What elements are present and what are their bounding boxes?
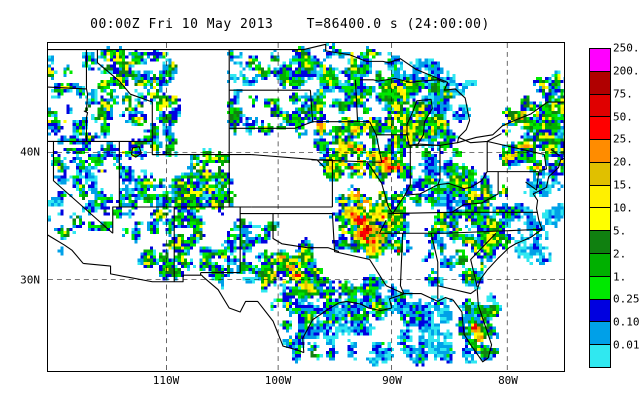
boundary-line-36	[392, 145, 411, 214]
boundary-line-44	[541, 154, 548, 171]
boundary-line-33	[354, 79, 359, 122]
boundary-line-28	[367, 162, 394, 214]
boundary-line-4	[48, 43, 564, 144]
colorbar-segment-13	[590, 345, 610, 367]
boundary-line-41	[463, 141, 488, 190]
boundary-line-21	[229, 121, 313, 129]
boundary-line-59	[437, 285, 477, 295]
boundary-line-42	[487, 140, 545, 156]
y-axis-label-1: 30N	[20, 273, 40, 287]
x-axis-label-2: 90W	[382, 374, 402, 387]
boundary-line-58	[399, 233, 405, 294]
boundary-line-39	[417, 142, 458, 146]
boundary-line-17	[200, 49, 241, 274]
precipitation-field	[48, 43, 564, 367]
boundary-line-6	[359, 77, 445, 83]
colorbar-segment-3	[590, 117, 610, 141]
colorbar-tick-6: 15.	[613, 178, 633, 192]
colorbar-tick-1: 200.	[613, 64, 640, 78]
figure-title: 00:00Z Fri 10 May 2013 T=86400.0 s (24:0…	[90, 17, 490, 32]
colorbar-segment-6	[590, 185, 610, 209]
colorbar	[589, 48, 611, 368]
colorbar-segment-9	[590, 254, 610, 277]
colorbar-segment-5	[590, 162, 610, 186]
colorbar-segment-8	[590, 231, 610, 255]
boundary-line-3	[476, 157, 564, 359]
map-plot-area	[47, 42, 565, 372]
boundary-line-7	[458, 133, 502, 144]
boundary-line-22	[251, 153, 326, 169]
boundary-line-31	[311, 159, 382, 163]
colorbar-tick-7: 10.	[613, 201, 633, 215]
colorbar-tick-11: 0.25	[613, 292, 640, 306]
boundary-line-16	[96, 49, 153, 103]
boundary-line-57	[430, 233, 439, 299]
colorbar-segment-11	[590, 299, 610, 323]
boundary-line-26	[331, 213, 404, 295]
boundary-line-0	[48, 234, 84, 264]
boundary-line-54	[445, 228, 543, 234]
colorbar-segment-1	[590, 71, 610, 95]
boundary-line-60	[470, 232, 497, 288]
x-axis-label-0: 110W	[152, 374, 180, 387]
colorbar-tick-13: 0.01	[613, 338, 640, 352]
boundary-line-29	[309, 90, 314, 122]
boundary-line-45	[550, 148, 560, 157]
colorbar-segment-2	[590, 94, 610, 118]
boundary-line-56	[388, 211, 453, 215]
colorbar-tick-8: 5.	[613, 224, 627, 238]
boundary-line-12	[52, 141, 114, 234]
boundary-line-1	[83, 262, 305, 354]
colorbar-tick-3: 50.	[613, 110, 633, 124]
colorbar-tick-2: 75.	[613, 87, 633, 101]
boundary-line-52	[451, 171, 499, 213]
boundary-line-13	[112, 141, 120, 234]
colorbar-segment-10	[590, 276, 610, 300]
colorbar-tick-9: 2.	[613, 247, 627, 261]
x-axis-label-3: 80W	[498, 374, 518, 387]
political-boundaries	[48, 43, 564, 363]
colorbar-tick-10: 1.	[613, 270, 627, 284]
colorbar-tick-0: 250.	[613, 41, 640, 55]
boundary-line-61	[525, 171, 540, 191]
map-canvas	[48, 43, 564, 371]
colorbar-segment-0	[590, 49, 610, 72]
colorbar-tick-4: 25.	[613, 132, 633, 146]
boundary-line-8	[130, 146, 142, 158]
colorbar-segment-4	[590, 140, 610, 163]
colorbar-segment-12	[590, 322, 610, 346]
colorbar-tick-12: 0.10	[613, 315, 640, 329]
boundary-line-55	[378, 219, 446, 234]
boundary-line-14	[119, 206, 175, 282]
boundary-line-5	[406, 98, 433, 146]
boundary-line-2	[302, 293, 489, 363]
colorbar-segment-7	[590, 208, 610, 232]
boundary-line-25	[240, 213, 340, 253]
boundary-line-40	[437, 182, 465, 190]
y-axis-label-0: 40N	[20, 145, 40, 159]
boundary-line-10	[48, 86, 87, 90]
boundary-line-9	[83, 49, 89, 142]
x-axis-label-1: 100W	[264, 374, 292, 387]
colorbar-tick-5: 20.	[613, 155, 633, 169]
